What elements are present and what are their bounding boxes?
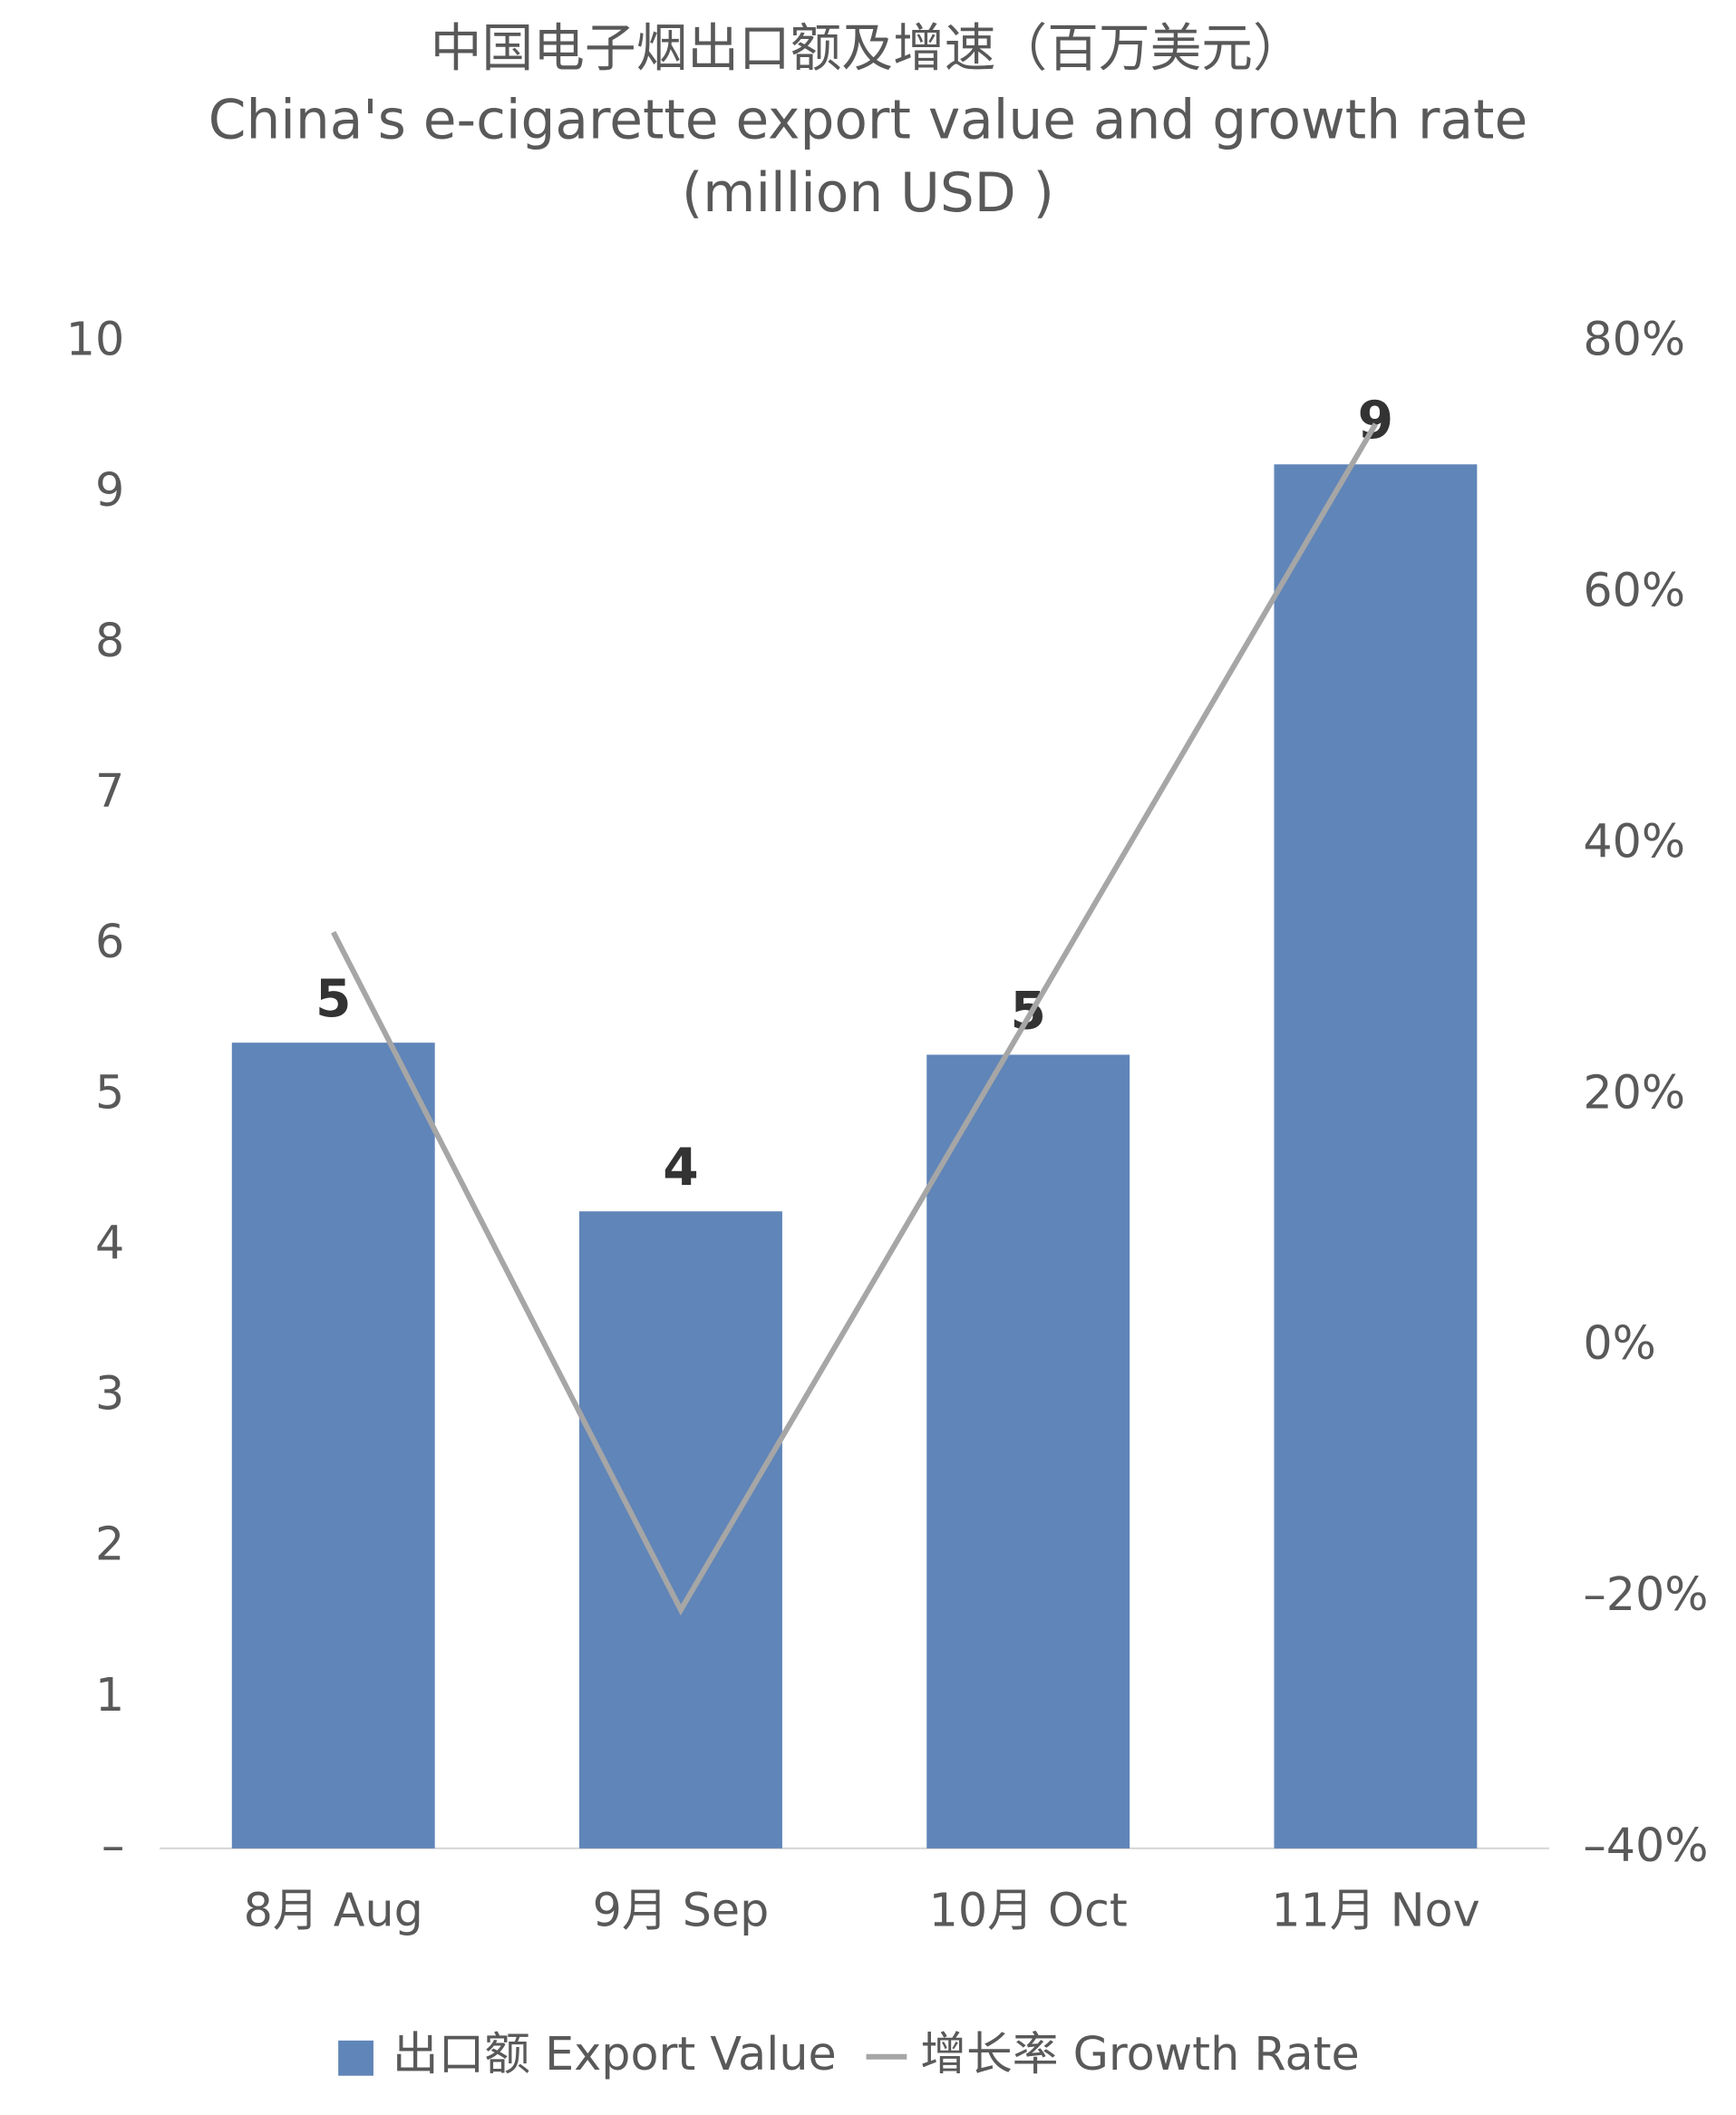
y-tick-label: – [102,1819,124,1872]
x-tick-label: 10月 Oct [929,1884,1128,1937]
legend-swatch [338,2040,373,2076]
y-tick-label: 4 [95,1216,124,1269]
y-tick-label: 1 [95,1668,124,1722]
chart-subtitle: China's e-cigarette export value and gro… [208,89,1528,225]
y2-tick-label: –40% [1583,1819,1708,1872]
bar [1274,464,1478,1848]
y-tick-label: 2 [95,1518,124,1571]
x-tick-label: 9月 Sep [593,1884,770,1937]
legend-label: 出口额 Export Value [393,2027,837,2081]
y2-tick-label: 0% [1583,1316,1656,1370]
data-label: 4 [663,1138,698,1198]
line [331,422,1378,1616]
y2-tick-label: –20% [1583,1567,1708,1621]
x-tick-label: 11月 Nov [1271,1884,1479,1937]
y-tick-label: 5 [95,1065,124,1119]
y-tick-label: 6 [95,915,124,968]
bar [926,1054,1130,1848]
bar [579,1211,782,1848]
y2-tick-label: 40% [1583,814,1685,868]
y2-tick-label: 80% [1583,313,1685,366]
legend-label: 增长率 Growth Rate [920,2027,1359,2081]
subtitle-box: China's e-cigarette export value and gro… [208,89,1528,225]
data-label: 5 [1010,981,1045,1041]
bar [231,1043,435,1848]
y-tick-label: 8 [95,614,124,667]
x-tick-label: 8月 Aug [244,1884,423,1937]
y-tick-label: 9 [95,463,124,517]
chart-title: 中国电子烟出口额及增速（百万美元） [431,18,1304,78]
y-tick-label: 7 [95,764,124,818]
y-tick-label: 3 [95,1367,124,1421]
y2-tick-label: 20% [1583,1065,1685,1119]
y-tick-label: 10 [66,313,125,366]
y2-tick-label: 60% [1583,564,1685,617]
data-label: 5 [315,969,351,1029]
